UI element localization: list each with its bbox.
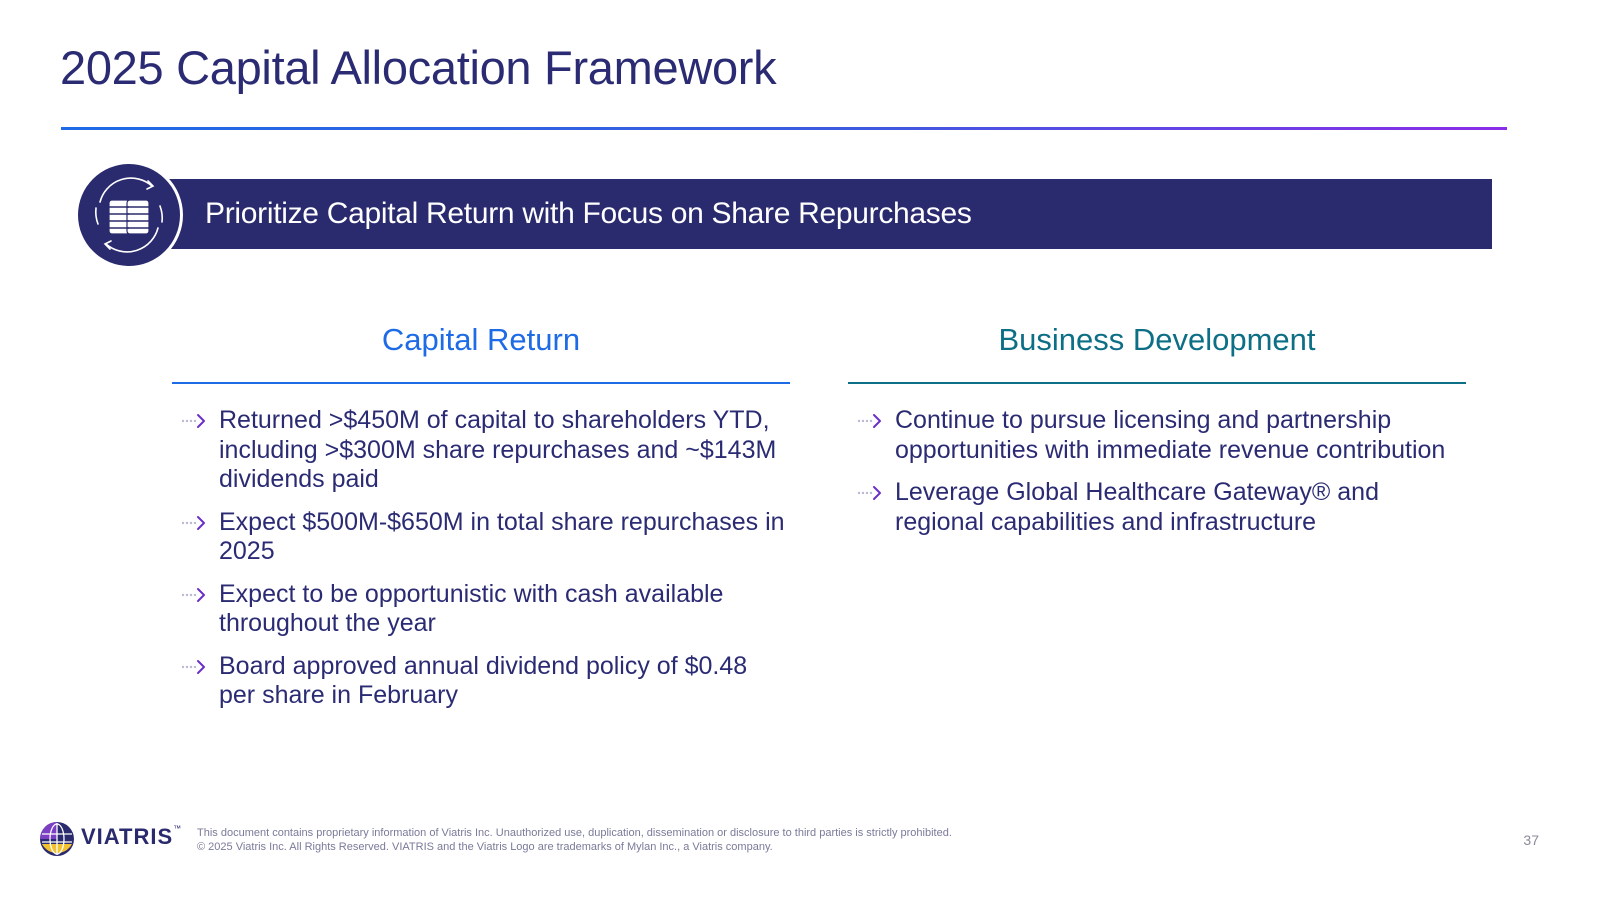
bullet-text: Expect to be opportunistic with cash ava… xyxy=(219,579,724,638)
business-development-rule xyxy=(848,382,1466,384)
list-item: Continue to pursue licensing and partner… xyxy=(848,406,1466,465)
arrow-bullet-icon xyxy=(181,659,205,674)
list-item: Expect $500M-$650M in total share repurc… xyxy=(172,508,790,567)
arrow-bullet-icon xyxy=(181,515,205,530)
banner: Prioritize Capital Return with Focus on … xyxy=(166,179,1492,249)
business-development-heading: Business Development xyxy=(998,322,1316,357)
bullet-text: Leverage Global Healthcare Gateway® and … xyxy=(895,478,1379,536)
business-development-list: Continue to pursue licensing and partner… xyxy=(848,406,1466,537)
arrow-bullet-icon xyxy=(181,414,205,428)
bullet-text: Continue to pursue licensing and partner… xyxy=(895,406,1446,464)
bullet-text: Returned >$450M of capital to shareholde… xyxy=(219,406,777,493)
viatris-globe-icon xyxy=(40,822,74,856)
viatris-logo: VIATRIS™ xyxy=(38,820,181,860)
arrow-bullet-icon xyxy=(857,486,881,500)
banner-text: Prioritize Capital Return with Focus on … xyxy=(205,197,972,230)
list-item: Returned >$450M of capital to shareholde… xyxy=(172,406,790,495)
bullet-text: Board approved annual dividend policy of… xyxy=(219,651,748,710)
slide-title: 2025 Capital Allocation Framework xyxy=(60,41,777,94)
list-item: Board approved annual dividend policy of… xyxy=(172,652,790,711)
money-cycle-icon xyxy=(94,177,164,253)
capital-return-heading: Capital Return xyxy=(381,322,581,357)
page-number: 37 xyxy=(1523,832,1539,848)
bullet-text: Expect $500M-$650M in total share repurc… xyxy=(219,507,785,566)
list-item: Expect to be opportunistic with cash ava… xyxy=(172,580,790,639)
title-underline xyxy=(61,127,1507,130)
capital-return-column: Capital Return Returned >$450M of capita… xyxy=(172,318,790,724)
arrow-bullet-icon xyxy=(857,414,881,428)
logo-wordmark: VIATRIS™ xyxy=(81,824,182,849)
banner-badge xyxy=(78,164,180,266)
business-development-column: Business Development Continue to pursue … xyxy=(848,318,1466,550)
capital-return-list: Returned >$450M of capital to shareholde… xyxy=(172,406,790,711)
disclaimer-line-2: © 2025 Viatris Inc. All Rights Reserved.… xyxy=(197,841,773,853)
list-item: Leverage Global Healthcare Gateway® and … xyxy=(848,478,1466,537)
disclaimer-line-1: This document contains proprietary infor… xyxy=(197,827,952,839)
footer-disclaimer: This document contains proprietary infor… xyxy=(197,826,952,854)
capital-return-rule xyxy=(172,382,790,384)
arrow-bullet-icon xyxy=(181,587,205,602)
